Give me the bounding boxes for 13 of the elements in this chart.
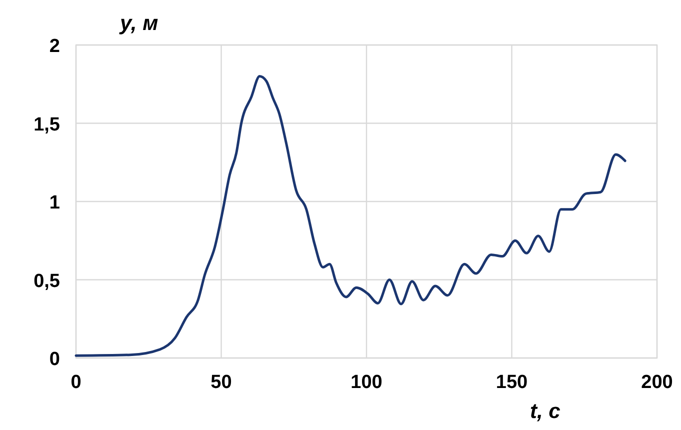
y-tick-label: 0,5 <box>34 270 60 292</box>
x-tick-label: 0 <box>70 372 82 393</box>
y-axis-title: y, м <box>119 12 159 35</box>
x-tick-label: 100 <box>350 372 382 393</box>
line-series <box>74 75 626 357</box>
x-tick-label: 200 <box>641 372 673 393</box>
y-tick-label: 2 <box>49 36 60 57</box>
x-axis-title: t, с <box>530 400 561 423</box>
y-tick-label: 0 <box>49 349 60 370</box>
y-tick-label: 1,5 <box>34 114 60 136</box>
x-tick-label: 50 <box>210 372 232 393</box>
y-tick-label: 1 <box>49 192 60 214</box>
x-tick-label: 150 <box>496 372 528 393</box>
